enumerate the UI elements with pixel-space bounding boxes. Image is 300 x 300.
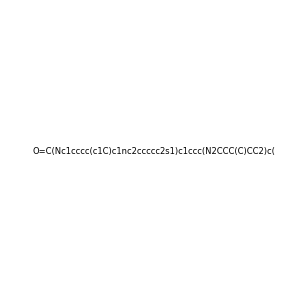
Text: O=C(Nc1cccc(c1C)c1nc2ccccc2s1)c1ccc(N2CCC(C)CC2)c(: O=C(Nc1cccc(c1C)c1nc2ccccc2s1)c1ccc(N2CC… [32,147,275,156]
